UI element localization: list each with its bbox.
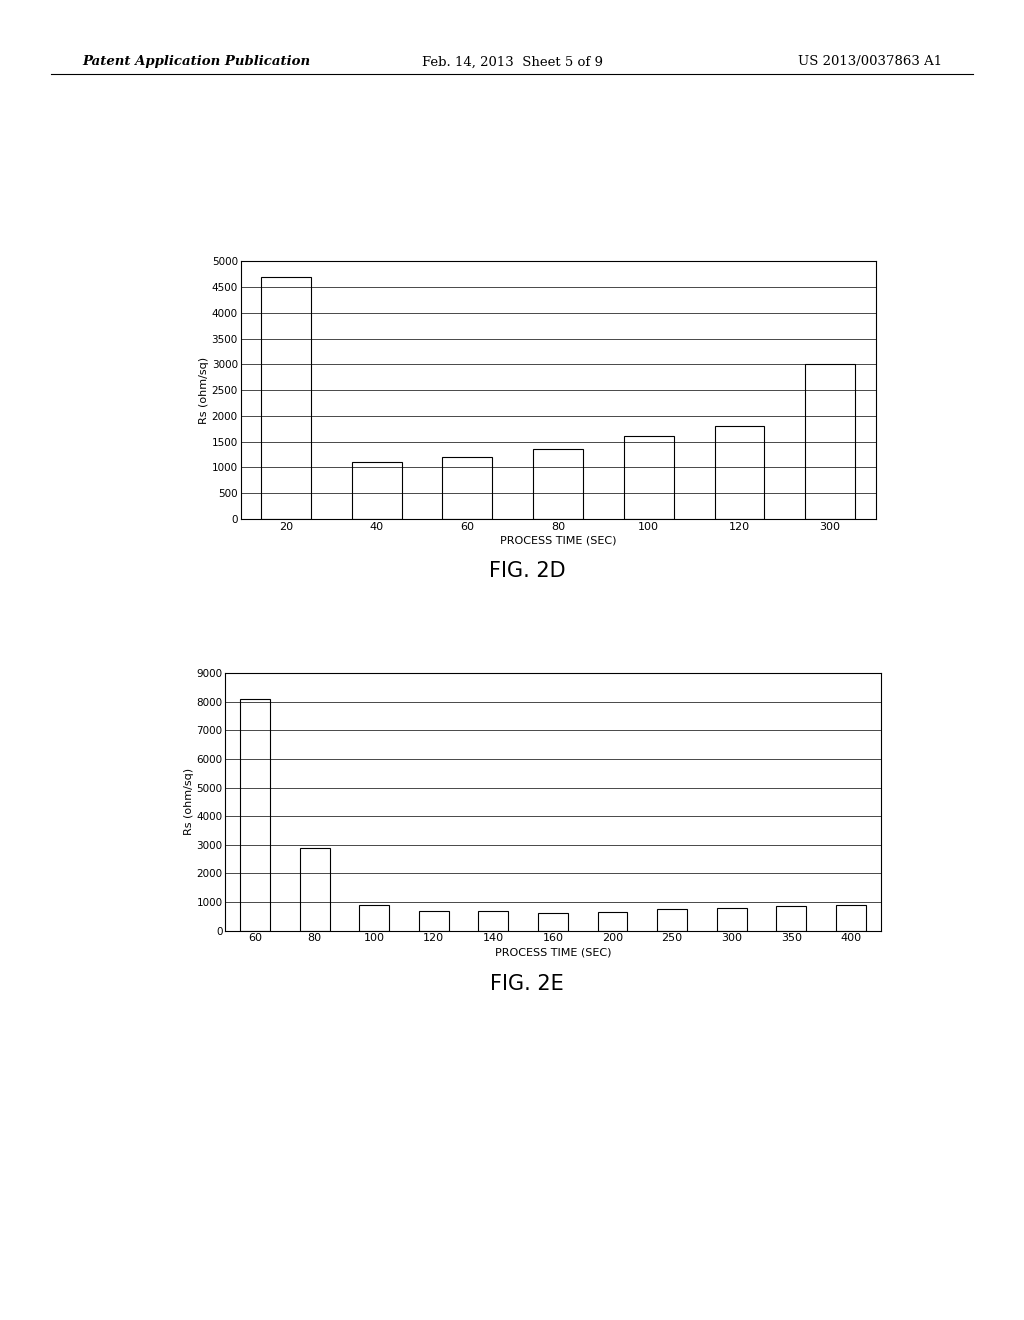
Text: US 2013/0037863 A1: US 2013/0037863 A1	[798, 55, 942, 69]
Bar	[261, 277, 311, 519]
Text: FIG. 2E: FIG. 2E	[490, 974, 564, 994]
Bar	[805, 364, 855, 519]
Y-axis label: Rs (ohm/sq): Rs (ohm/sq)	[183, 768, 194, 836]
Bar	[657, 909, 687, 931]
Bar	[419, 911, 449, 931]
Bar	[478, 911, 508, 931]
X-axis label: PROCESS TIME (SEC): PROCESS TIME (SEC)	[500, 536, 616, 545]
Bar	[717, 908, 746, 931]
Bar	[538, 913, 568, 931]
Bar	[352, 462, 401, 519]
Bar	[442, 457, 493, 519]
Y-axis label: Rs (ohm/sq): Rs (ohm/sq)	[199, 356, 209, 424]
X-axis label: PROCESS TIME (SEC): PROCESS TIME (SEC)	[495, 948, 611, 957]
Bar	[624, 437, 674, 519]
Bar	[836, 906, 865, 931]
Bar	[359, 906, 389, 931]
Bar	[534, 449, 583, 519]
Bar	[241, 700, 270, 931]
Bar	[300, 847, 330, 931]
Text: Feb. 14, 2013  Sheet 5 of 9: Feb. 14, 2013 Sheet 5 of 9	[422, 55, 602, 69]
Text: FIG. 2D: FIG. 2D	[489, 561, 565, 581]
Text: Patent Application Publication: Patent Application Publication	[82, 55, 310, 69]
Bar	[598, 912, 628, 931]
Bar	[776, 907, 806, 931]
Bar	[715, 426, 764, 519]
